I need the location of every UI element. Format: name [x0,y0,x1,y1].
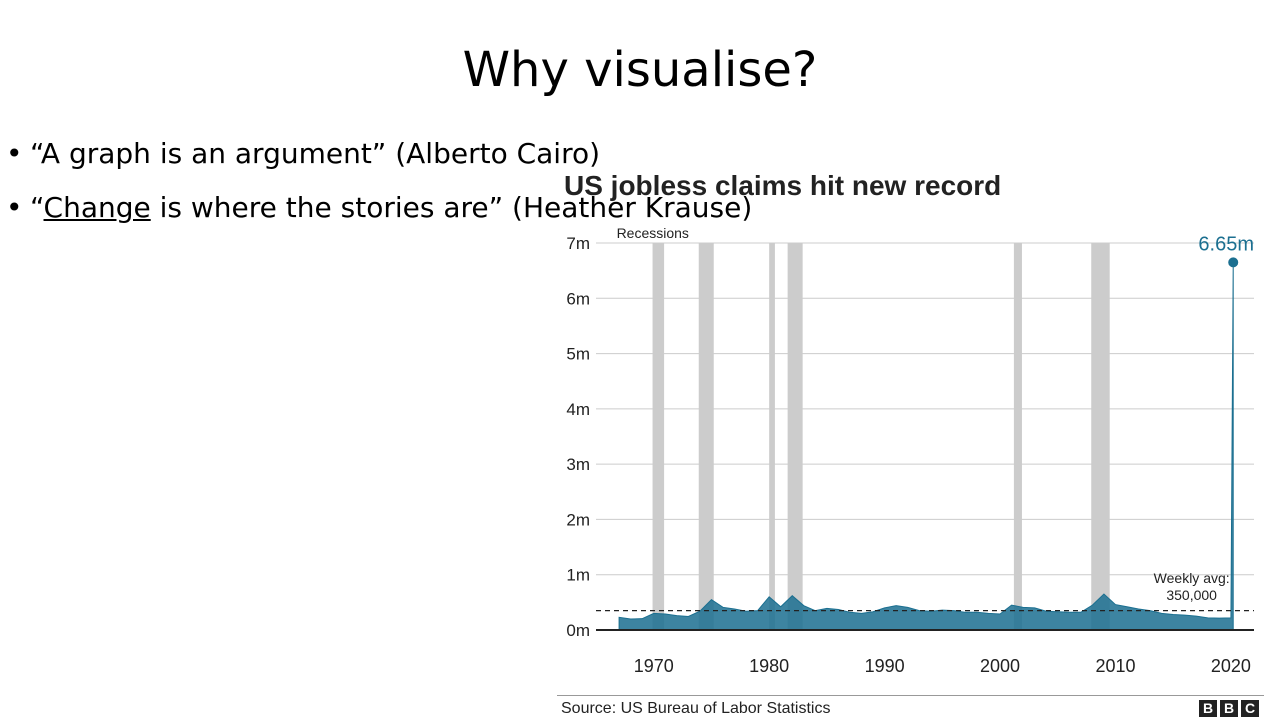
bullet-text-pre: “ [30,191,44,224]
bullet-dot: • [6,137,23,170]
logo-letter: B [1199,700,1217,717]
slide-title: Why visualise? [462,42,818,98]
y-tick-label: 3m [566,455,590,474]
average-label: Weekly avg: [1154,570,1230,586]
y-tick-label: 6m [566,289,590,308]
x-tick-label: 1990 [865,656,905,676]
x-tick-label: 1970 [634,656,674,676]
peak-marker [1228,257,1239,268]
recession-band [652,243,665,630]
y-tick-label: 1m [566,566,590,585]
bbc-logo: B B C [1199,700,1259,717]
bullet-underlined-word: Change [43,191,151,224]
recession-band [1013,243,1022,630]
x-tick-label: 2020 [1211,656,1251,676]
recession-band [1091,243,1110,630]
y-tick-label: 2m [566,510,590,529]
recession-band [787,243,803,630]
average-value-label: 350,000 [1166,587,1217,603]
jobless-claims-chart: Recessions Weekly avg:350,000 6.65m 0m 1m 2m 3… [566,225,1254,676]
bullet-list: • “A graph is an argument” (Alberto Cairo… [6,134,752,242]
bullet-item: • “A graph is an argument” (Alberto Cairo… [6,134,752,188]
source-note: Source: US Bureau of Labor Statistics [561,700,831,717]
recession-band [769,243,775,630]
bullet-text: “A graph is an argument” (Alberto Cairo) [30,137,601,170]
y-tick-label: 0m [566,621,590,640]
x-tick-label: 2010 [1095,656,1135,676]
peak-label: 6.65m [1198,233,1254,255]
y-tick-label: 4m [566,400,590,419]
x-tick-label: 1980 [749,656,789,676]
y-tick-label: 7m [566,234,590,253]
recessions-label: Recessions [617,225,689,241]
bullet-text-post: is where the stories are” (Heather Kraus… [150,191,753,224]
bullet-dot: • [6,191,23,224]
logo-letter: B [1220,700,1238,717]
bullet-item: • “Change is where the stories are” (Heat… [6,188,752,242]
x-tick-label: 2000 [980,656,1020,676]
y-tick-label: 5m [566,345,590,364]
logo-letter: C [1241,700,1259,717]
claims-area [618,262,1234,631]
source-divider [557,695,1264,696]
recession-band [698,243,714,630]
chart-title: US jobless claims hit new record [564,170,1002,201]
